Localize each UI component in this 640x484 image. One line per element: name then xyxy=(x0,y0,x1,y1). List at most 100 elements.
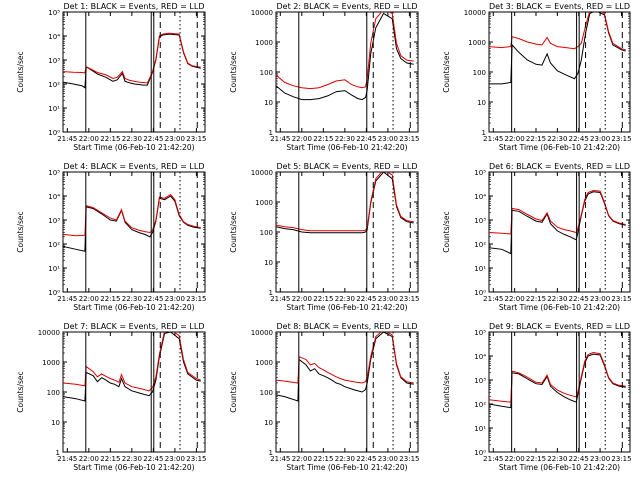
x-tick-label: 21:45 xyxy=(57,295,77,303)
x-tick-label: 22:00 xyxy=(292,455,312,463)
x-tick-label: 22:45 xyxy=(143,295,163,303)
x-tick-label: 23:15 xyxy=(611,455,631,463)
x-tick-label: 22:45 xyxy=(143,135,163,143)
y-tick-label: 1000 xyxy=(255,359,273,367)
plot-data xyxy=(63,32,201,89)
x-axis-label: Start Time (06-Feb-10 21:42:20) xyxy=(73,143,194,152)
x-tick-label: 22:45 xyxy=(143,455,163,463)
plot-frame xyxy=(275,11,419,133)
x-tick-label: 23:15 xyxy=(399,135,419,143)
plot-data xyxy=(489,12,626,85)
plot-title: Det 6: BLACK = Events, RED = LLD xyxy=(489,162,630,171)
x-tick-label: 21:45 xyxy=(57,455,77,463)
plot-data xyxy=(63,332,201,402)
series-line-events xyxy=(276,12,414,101)
x-axis-label: Start Time (06-Feb-10 21:42:20) xyxy=(73,463,194,472)
plot-title: Det 1: BLACK = Events, RED = LLD xyxy=(64,2,205,11)
y-tick-label: 10⁰ xyxy=(48,289,60,297)
x-tick-label: 22:45 xyxy=(569,295,589,303)
y-axis-label: Counts/sec xyxy=(229,211,238,252)
x-tick-label: 22:30 xyxy=(122,455,142,463)
y-axis-label: Counts/sec xyxy=(442,211,451,252)
x-tick-label: 22:00 xyxy=(79,135,99,143)
y-tick-label: 10⁰ xyxy=(48,129,60,137)
y-axis-label: Counts/sec xyxy=(16,211,25,252)
y-tick-label: 10¹ xyxy=(48,105,60,113)
x-tick-label: 23:00 xyxy=(165,295,185,303)
x-axis-label: Start Time (06-Feb-10 21:42:20) xyxy=(286,143,407,152)
x-axis-label: Start Time (06-Feb-10 21:42:20) xyxy=(499,463,620,472)
x-tick-label: 22:15 xyxy=(526,135,546,143)
x-tick-label: 22:00 xyxy=(79,295,99,303)
x-tick-label: 23:00 xyxy=(378,135,398,143)
plot-data xyxy=(276,12,414,101)
plot-data xyxy=(276,172,414,234)
plot-frame xyxy=(62,331,206,453)
x-tick-label: 22:15 xyxy=(313,295,333,303)
plot-frame xyxy=(275,331,419,453)
series-line-events xyxy=(63,195,201,252)
x-tick-label: 23:00 xyxy=(378,455,398,463)
y-tick-label: 10³ xyxy=(474,217,486,225)
plot-title: Det 7: BLACK = Events, RED = LLD xyxy=(64,322,205,331)
x-tick-label: 22:30 xyxy=(335,135,355,143)
y-tick-label: 1 xyxy=(269,449,273,457)
y-tick-label: 10⁴ xyxy=(474,353,486,361)
y-tick-label: 10000 xyxy=(38,329,60,337)
series-line-lld xyxy=(63,32,201,84)
x-tick-label: 23:00 xyxy=(590,295,610,303)
series-line-lld xyxy=(276,172,414,232)
x-tick-label: 22:15 xyxy=(313,455,333,463)
y-tick-label: 100 xyxy=(473,69,486,77)
x-tick-label: 23:15 xyxy=(611,135,631,143)
x-tick-label: 22:30 xyxy=(547,455,567,463)
y-tick-label: 10² xyxy=(474,401,486,409)
x-tick-label: 22:00 xyxy=(292,135,312,143)
y-tick-label: 10000 xyxy=(251,329,273,337)
x-tick-label: 23:00 xyxy=(165,135,185,143)
plot-data xyxy=(489,351,626,409)
x-tick-label: 22:00 xyxy=(505,295,525,303)
x-axis-label: Start Time (06-Feb-10 21:42:20) xyxy=(499,303,620,312)
plot-data xyxy=(489,189,626,255)
y-tick-label: 10⁰ xyxy=(474,289,486,297)
series-line-lld xyxy=(489,351,626,403)
x-tick-label: 22:45 xyxy=(356,295,376,303)
x-tick-label: 23:15 xyxy=(186,455,206,463)
y-axis-label: Counts/sec xyxy=(229,371,238,412)
y-tick-label: 10000 xyxy=(251,169,273,177)
plot-frame xyxy=(275,171,419,293)
y-tick-label: 10⁵ xyxy=(48,9,60,17)
x-tick-label: 23:15 xyxy=(186,135,206,143)
y-axis-label: Counts/sec xyxy=(16,51,25,92)
x-tick-label: 23:15 xyxy=(399,295,419,303)
x-tick-label: 21:45 xyxy=(483,455,503,463)
plot-frame xyxy=(488,171,631,293)
y-axis-label: Counts/sec xyxy=(16,371,25,412)
y-tick-label: 10² xyxy=(48,81,60,89)
y-tick-label: 10³ xyxy=(474,377,486,385)
x-tick-label: 22:30 xyxy=(122,295,142,303)
y-tick-label: 100 xyxy=(47,389,60,397)
plot-frame xyxy=(62,11,206,133)
plot-frame xyxy=(488,331,631,453)
y-tick-label: 10 xyxy=(264,99,273,107)
x-tick-label: 22:15 xyxy=(313,135,333,143)
y-tick-label: 10000 xyxy=(251,9,273,17)
x-tick-label: 22:00 xyxy=(505,135,525,143)
x-tick-label: 22:30 xyxy=(547,135,567,143)
y-tick-label: 10¹ xyxy=(48,265,60,273)
x-tick-label: 22:15 xyxy=(526,295,546,303)
panel-det-2: Det 2: BLACK = Events, RED = LLD 1 10 100 10… xyxy=(229,2,419,152)
y-tick-label: 10⁴ xyxy=(48,193,60,201)
series-line-lld xyxy=(489,189,626,235)
panel-det-7: Det 7: BLACK = Events, RED = LLD 1 10 100 10… xyxy=(16,322,206,472)
x-tick-label: 21:45 xyxy=(57,135,77,143)
plot-title: Det 4: BLACK = Events, RED = LLD xyxy=(64,162,205,171)
x-tick-label: 22:15 xyxy=(100,455,120,463)
x-tick-label: 23:15 xyxy=(399,455,419,463)
y-tick-label: 1 xyxy=(482,129,486,137)
x-tick-label: 21:45 xyxy=(270,295,290,303)
y-tick-label: 1000 xyxy=(42,359,60,367)
